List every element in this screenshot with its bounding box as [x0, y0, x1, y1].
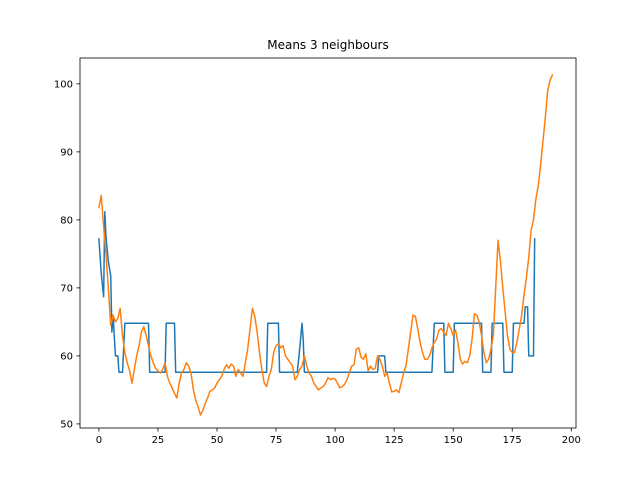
chart-title: Means 3 neighbours — [267, 38, 389, 52]
y-tick-label-4: 90 — [60, 147, 73, 158]
x-tick-label-6: 150 — [444, 435, 463, 446]
x-tick-label-3: 75 — [270, 435, 283, 446]
x-tick-label-2: 50 — [211, 435, 224, 446]
plot-frame — [79, 57, 577, 429]
series-line-1 — [98, 210, 536, 373]
y-tick-label-1: 60 — [60, 351, 73, 362]
x-tick-label-8: 200 — [562, 435, 581, 446]
x-tick-label-0: 0 — [96, 435, 102, 446]
x-tick-label-7: 175 — [503, 435, 522, 446]
y-tick-label-0: 50 — [60, 419, 73, 430]
x-tick-label-1: 25 — [152, 435, 165, 446]
series-layer — [98, 74, 554, 416]
y-axis: 50 60 70 80 90 100 — [54, 79, 80, 430]
series-line-2 — [98, 74, 554, 416]
x-tick-label-5: 125 — [385, 435, 404, 446]
y-tick-label-5: 100 — [54, 79, 73, 90]
x-tick-label-4: 100 — [326, 435, 345, 446]
y-tick-label-2: 70 — [60, 283, 73, 294]
y-tick-label-3: 80 — [60, 215, 73, 226]
x-axis: 0 25 50 75 100 125 150 175 200 — [96, 428, 581, 446]
